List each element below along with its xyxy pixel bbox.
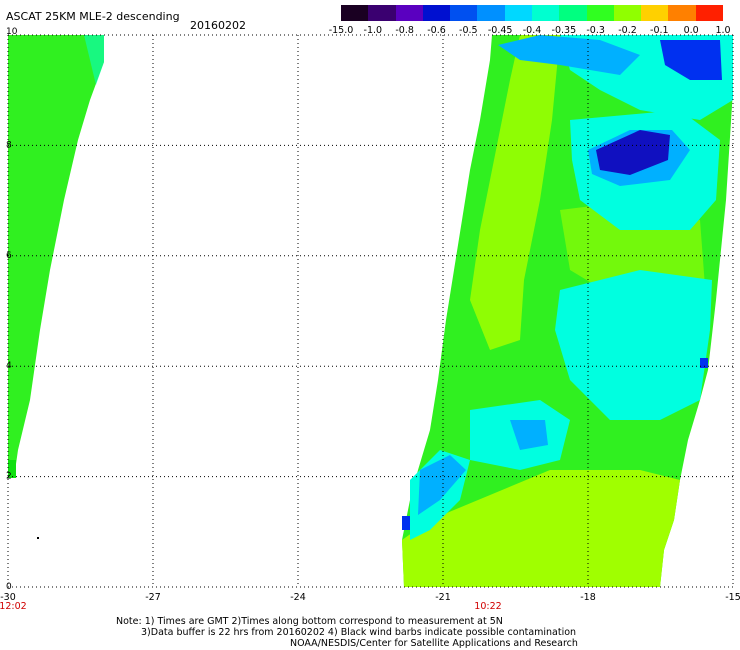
color-scale-label: -0.8 [395, 25, 414, 36]
color-swatch-1 [368, 5, 396, 21]
lon-label: -15 [725, 592, 740, 603]
color-swatch-3 [422, 5, 451, 21]
lon-label: -27 [145, 592, 161, 603]
color-swatch-13 [695, 5, 723, 21]
color-scale-label: 1.0 [715, 25, 731, 36]
swath-blue-eddy-core [596, 130, 670, 175]
swath-light-green-south [402, 470, 680, 587]
color-swatch-11 [641, 5, 669, 21]
lon-label: -24 [290, 592, 306, 603]
lon-label: -21 [435, 592, 451, 603]
color-scale-label: -0.3 [586, 25, 605, 36]
color-scale-label: -0.35 [551, 25, 577, 36]
color-scale-label: -1.0 [363, 25, 383, 36]
color-swatch-4 [450, 5, 478, 21]
product-title: ASCAT 25KM MLE-2 descending [6, 10, 180, 23]
lat-label: 6 [6, 251, 12, 261]
swath-blue-north [498, 35, 640, 75]
lon-label: -30 [0, 592, 16, 603]
color-scale-label: 0.0 [683, 25, 699, 36]
color-swatch-7 [531, 5, 560, 21]
time-label-mid: 10:22 [474, 601, 502, 612]
lat-label: 2 [6, 472, 12, 482]
color-scale-label: -0.5 [459, 25, 478, 36]
color-scale-label: -15.0 [328, 25, 354, 36]
color-scale-labels: -15.0 -1.0 -0.8 -0.6 -0.5 -0.45 -0.4 -0.35 -0.3 -… [328, 25, 737, 37]
color-swatch-9 [586, 5, 614, 21]
footer-note-line1: Note: 1) Times are GMT 2)Times along bot… [116, 616, 503, 627]
color-scale-label: -0.45 [487, 25, 513, 36]
swath-blue-center [510, 420, 548, 450]
color-swatch-0 [341, 5, 369, 21]
lat-label: 4 [6, 361, 12, 371]
color-scale-label: -0.4 [522, 25, 542, 36]
time-label-left: 12:02 [0, 601, 27, 612]
lat-label: 10 [6, 27, 18, 37]
lat-label: 0 [6, 582, 12, 592]
footer-credit: NOAA/NESDIS/Center for Satellite Applica… [290, 638, 578, 649]
stray-barb-mark [37, 537, 39, 539]
footer-note-line2: 3)Data buffer is 22 hrs from 20160202 4)… [141, 627, 577, 638]
color-scale-label: -0.6 [427, 25, 446, 36]
swath-blue-southwest [418, 455, 466, 515]
color-scale-label: -0.2 [618, 25, 637, 36]
color-swatch-10 [613, 5, 642, 21]
left-swath [8, 35, 104, 478]
lon-label: -18 [580, 592, 596, 603]
swath-cyan-east [555, 270, 712, 420]
product-date: 20160202 [190, 19, 246, 32]
left-swath-cyan-patch [84, 35, 104, 85]
swath-light-green-band-1 [470, 35, 560, 350]
left-swath-edge [8, 460, 16, 478]
swath-blue-edge-pixel [402, 516, 410, 530]
swath-blue-east-pixel [700, 358, 708, 368]
color-swatch-12 [668, 5, 696, 21]
color-scale-bar [341, 5, 723, 21]
lat-label: 8 [6, 140, 12, 150]
color-swatch-5 [477, 5, 505, 21]
color-swatch-6 [504, 5, 532, 21]
color-scale-label: -0.1 [650, 25, 669, 36]
color-swatch-2 [395, 5, 423, 21]
swath-blue-northeast [660, 40, 722, 80]
color-swatch-8 [559, 5, 587, 21]
